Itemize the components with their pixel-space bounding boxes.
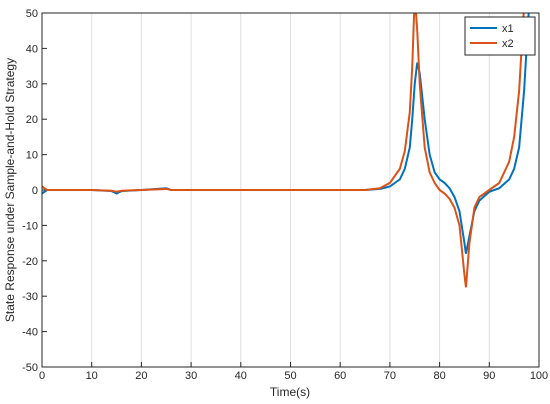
x-tick-label: 40: [235, 370, 247, 382]
x-tick-label: 50: [284, 370, 296, 382]
x-tick-label: 30: [185, 370, 197, 382]
y-tick-label: -50: [22, 362, 38, 374]
y-tick-label: -20: [22, 256, 38, 268]
legend-label: x1: [502, 23, 514, 35]
legend-box: [464, 16, 536, 56]
series-line: [42, 13, 525, 288]
y-tick-label: 30: [26, 79, 38, 91]
legend-label: x2: [502, 38, 514, 50]
x-tick-label: 100: [530, 370, 548, 382]
y-tick-label: 40: [26, 43, 38, 55]
x-tick-label: 20: [135, 370, 147, 382]
plot-lines: [42, 13, 530, 288]
y-tick-label: 0: [32, 185, 38, 197]
y-tick-label: -10: [22, 220, 38, 232]
y-tick-label: -40: [22, 327, 38, 339]
x-tick-label: 90: [483, 370, 495, 382]
x-axis-label: Time(s): [270, 385, 310, 399]
x-tick-label: 60: [334, 370, 346, 382]
y-tick-label: -30: [22, 291, 38, 303]
y-tick-label: 10: [26, 150, 38, 162]
y-tick-label: 50: [26, 8, 38, 20]
x-tick-label: 0: [39, 370, 45, 382]
axes-box: [41, 12, 540, 368]
x-tick-label: 10: [86, 370, 98, 382]
y-axis-label: State Response under Sample-and-Hold Str…: [3, 58, 17, 322]
x-tick-label: 70: [384, 370, 396, 382]
x-tick-label: 80: [433, 370, 445, 382]
y-tick-label: 20: [26, 114, 38, 126]
